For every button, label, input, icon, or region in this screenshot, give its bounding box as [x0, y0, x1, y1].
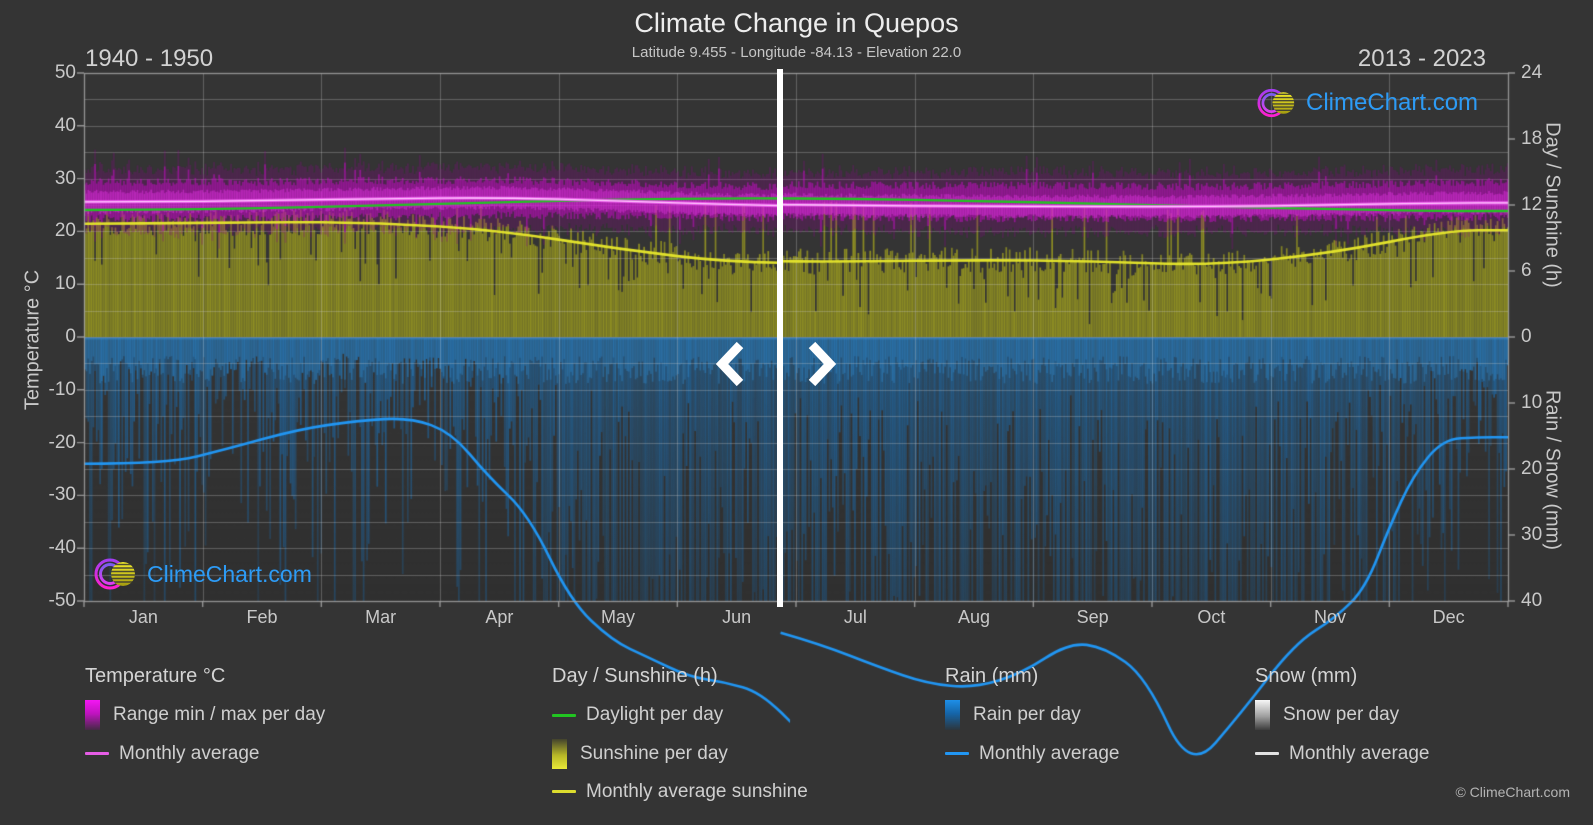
- climechart-watermark-text: ClimeChart.com: [1306, 89, 1479, 116]
- day-sunshine-tick-label: 18: [1521, 128, 1543, 149]
- day-sunshine-tick-label: 24: [1521, 62, 1543, 83]
- legend-item-label: Monthly average: [1289, 742, 1430, 764]
- temperature-tick-label: -30: [48, 484, 76, 506]
- month-label: Sep: [1076, 607, 1109, 627]
- climechart-logo-icon: [94, 558, 135, 590]
- legend-item-label: Range min / max per day: [113, 704, 326, 726]
- legend-group-heading: Temperature °C: [85, 665, 226, 687]
- temperature-tick-label: -50: [48, 590, 76, 611]
- day-sunshine-tick-label: 6: [1521, 260, 1532, 281]
- line-magenta-swatch: [85, 752, 109, 756]
- rain-snow-tick-label: 40: [1521, 590, 1543, 611]
- legend-group-heading: Rain (mm): [945, 665, 1039, 687]
- temperature-tick-label: 40: [54, 114, 76, 136]
- previous-period-arrow[interactable]: [713, 340, 749, 388]
- rain-snow-tick-label: 30: [1521, 524, 1543, 545]
- next-period-arrow[interactable]: [803, 340, 839, 388]
- gradient-magenta-swatch: [85, 700, 100, 731]
- temperature-tick-label: 10: [54, 273, 76, 295]
- day-sunshine-tick-label: 0: [1521, 326, 1532, 347]
- rain-snow-tick-label: 10: [1521, 392, 1543, 413]
- legend-item: Snow per day: [1255, 696, 1429, 734]
- month-label: Nov: [1313, 607, 1346, 627]
- legend-item-label: Snow per day: [1283, 704, 1400, 726]
- month-label: Oct: [1197, 607, 1226, 627]
- month-label: Mar: [365, 607, 397, 627]
- legend-item-label: Daylight per day: [586, 704, 724, 726]
- temperature-tick-label: 30: [54, 167, 76, 189]
- line-green-swatch: [552, 713, 576, 717]
- legend-item-label: Monthly average sunshine: [586, 780, 808, 802]
- month-label: Jun: [722, 607, 752, 627]
- gradient-snow-swatch: [1255, 700, 1270, 731]
- legend-item-label: Monthly average: [119, 742, 260, 764]
- temperature-tick-label: 50: [54, 62, 76, 83]
- month-label: Feb: [246, 607, 278, 627]
- climechart-watermark-top[interactable]: ClimeChart.com: [1257, 84, 1478, 122]
- legend-item: Monthly average sunshine: [552, 773, 808, 811]
- month-label: Apr: [485, 607, 514, 627]
- month-label: Jul: [843, 607, 867, 627]
- legend-item-label: Monthly average: [979, 742, 1120, 764]
- legend-item: Sunshine per day: [552, 734, 808, 772]
- legend-group-heading: Snow (mm): [1255, 665, 1358, 687]
- legend-item: Monthly average: [85, 734, 325, 772]
- copyright-text: © ClimeChart.com: [1455, 784, 1570, 800]
- chart-subtitle: Latitude 9.455 - Longitude -84.13 - Elev…: [631, 44, 962, 61]
- gradient-blue-swatch: [945, 700, 960, 731]
- chart-title: Climate Change in Quepos: [634, 8, 959, 38]
- line-yellow-swatch: [552, 790, 576, 794]
- period-divider-handle[interactable]: [777, 69, 783, 607]
- month-label: Aug: [957, 607, 990, 627]
- temperature-tick-label: 20: [54, 220, 76, 242]
- legend-item-label: Rain per day: [973, 704, 1081, 726]
- day-sunshine-tick-label: 12: [1521, 194, 1543, 215]
- rain-snow-tick-label: 20: [1521, 458, 1543, 479]
- legend-item: Rain per day: [945, 696, 1119, 734]
- line-blue-swatch: [945, 752, 969, 756]
- temperature-tick-label: -20: [48, 431, 76, 453]
- legend-item: Monthly average: [945, 734, 1119, 772]
- legend-item: Monthly average: [1255, 734, 1429, 772]
- legend-item-label: Sunshine per day: [580, 742, 728, 764]
- period-label-right: 2013 - 2023: [1357, 45, 1486, 72]
- gradient-yellow-swatch: [552, 738, 567, 769]
- period-label-left: 1940 - 1950: [85, 45, 214, 72]
- legend-group-heading: Day / Sunshine (h): [552, 665, 718, 687]
- temperature-tick-label: 0: [65, 326, 76, 347]
- month-label: Dec: [1432, 607, 1465, 627]
- climechart-logo-icon: [1257, 88, 1295, 118]
- month-label: May: [600, 607, 635, 627]
- climechart-watermark-text: ClimeChart.com: [147, 560, 312, 587]
- legend-item: Range min / max per day: [85, 696, 325, 734]
- line-white-swatch: [1255, 752, 1279, 756]
- temperature-tick-label: -10: [48, 378, 76, 400]
- month-label: Jan: [128, 607, 158, 627]
- legend-item: Daylight per day: [552, 696, 808, 734]
- temperature-tick-label: -40: [48, 537, 76, 559]
- climechart-watermark-bottom[interactable]: ClimeChart.com: [94, 553, 312, 595]
